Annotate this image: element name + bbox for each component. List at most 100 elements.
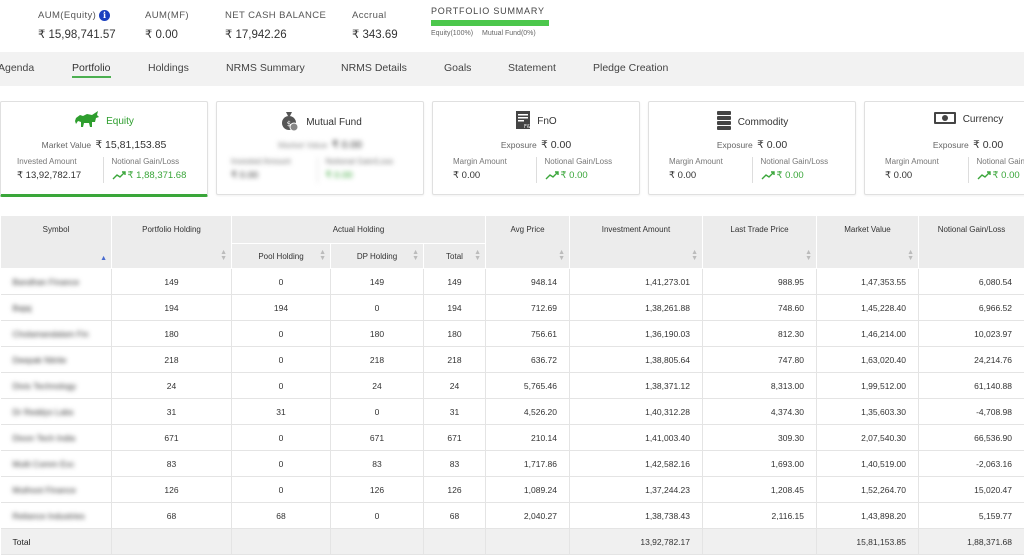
table-row[interactable]: Cholamandalam Fin 180 0 180 180 756.61 1,36,19… [0,320,1024,347]
commodity-card[interactable]: Commodity Exposure ₹ 0.00 Margin Amount … [648,101,856,195]
col-symbol[interactable]: Symbol ▲ [0,215,112,269]
sort-icon[interactable]: ▲ ▼ [805,249,812,262]
sort-icon[interactable]: ▲ ▼ [319,249,326,262]
fno-card[interactable]: F&O FnO Exposure ₹ 0.00 Margin Amount ₹ … [432,101,640,195]
cell-pool: 68 [231,502,331,529]
col-group-actual-holding: Actual Holding [231,215,486,244]
tab-agenda[interactable]: Agenda [0,62,35,74]
sort-icon[interactable]: ▲ ▼ [220,249,227,262]
table-row[interactable]: Bajaj 194 194 0 194 712.69 1,38,261.88 748.60 1,… [0,294,1024,321]
cell-mv: 1,35,603.30 [816,398,919,425]
cell-inv: 1,38,261.88 [569,294,703,321]
tab-portfolio[interactable]: Portfolio [72,62,111,78]
cell-ph: 218 [111,346,232,373]
cell-pool: 194 [231,294,331,321]
commodity-card-title: Commodity [737,117,789,128]
col-avg-price[interactable]: Avg Price ▲ ▼ [485,215,570,269]
sort-icon[interactable]: ▲ ▼ [691,249,698,262]
cell-total: 83 [423,450,486,477]
fno-exposure-value: ₹ 0.00 [541,139,572,151]
commodity-gain-label: Notional Gain/Loss [760,157,829,166]
col-portfolio-holding[interactable]: Portfolio Holding ▲ ▼ [111,215,232,269]
equity-card[interactable]: Equity Market Value ₹ 15,81,153.85 Inves… [0,101,208,197]
col-total[interactable]: Total ▲ ▼ [423,243,486,269]
cell-pool: 31 [231,398,331,425]
col-pool-holding[interactable]: Pool Holding ▲ ▼ [231,243,331,269]
banknote-icon [933,110,957,129]
fno-gain-value: ₹ 0.00 [560,170,588,181]
document-icon: F&O [515,110,535,133]
cell-inv: 1,41,003.40 [569,424,703,451]
cell-dp: 180 [330,320,424,347]
cell-ltp: 747.80 [702,346,817,373]
trend-up-icon [977,171,991,180]
cell-mv: 1,43,898.20 [816,502,919,529]
cell-avg: 636.72 [485,346,570,373]
cell-mv: 1,52,264.70 [816,476,919,503]
tab-holdings[interactable]: Holdings [148,62,189,74]
mf-market-value-label: Market Value [278,140,328,150]
col-notional-gain-loss[interactable]: Notional Gain/Loss [918,215,1024,269]
legend-equity: Equity(100%) [431,30,474,37]
tab-nrms-summary[interactable]: NRMS Summary [226,62,305,74]
currency-card[interactable]: Currency Exposure ₹ 0.00 Margin Amount ₹… [864,101,1024,195]
mutual-fund-card[interactable]: $ Mutual Fund Market Value ₹ 0.00 Invest… [216,101,424,195]
total-inv: 13,92,782.17 [569,528,703,555]
cell-dp: 0 [330,294,424,321]
cell-dp: 671 [330,424,424,451]
portfolio-holdings-table: Symbol ▲ Portfolio Holding ▲ ▼ Actual Holdi… [0,215,1024,555]
svg-text:$: $ [287,120,291,128]
col-investment-amount[interactable]: Investment Amount ▲ ▼ [569,215,703,269]
table-row[interactable]: Divis Technology 24 0 24 24 5,765.46 1,38,371.… [0,372,1024,399]
commodity-exposure-label: Exposure [716,140,753,150]
mf-gain-label: Notional Gain/Loss [325,157,394,166]
tab-statement[interactable]: Statement [508,62,556,74]
currency-margin-label: Margin Amount [885,157,939,166]
legend-mutual-fund: Mutual Fund(0%) [482,30,536,37]
commodity-margin-label: Margin Amount [669,157,723,166]
cell-ltp: 988.95 [702,268,817,295]
table-row[interactable]: Reliance Industries 68 68 0 68 2,040.27 1,38,7… [0,502,1024,529]
total-label: Total [0,528,112,555]
table-row[interactable]: Dixon Tech India 671 0 671 671 210.14 1,41,003… [0,424,1024,451]
col-dp-holding[interactable]: DP Holding ▲ ▼ [330,243,424,269]
col-last-trade-price[interactable]: Last Trade Price ▲ ▼ [702,215,817,269]
currency-gain-value: ₹ 0.00 [992,170,1020,181]
cell-avg: 1,089.24 [485,476,570,503]
cell-avg: 1,717.86 [485,450,570,477]
info-icon[interactable]: i [99,9,111,21]
cell-dp: 149 [330,268,424,295]
cell-ltp: 8,313.00 [702,372,817,399]
fno-margin-value: ₹ 0.00 [453,170,481,181]
table-row[interactable]: Multi Comm Exc 83 0 83 83 1,717.86 1,42,582.16… [0,450,1024,477]
tab-goals[interactable]: Goals [444,62,472,74]
cell-gain: 10,023.97 [918,320,1024,347]
sort-icon[interactable]: ▲ ▼ [412,249,419,262]
tab-pledge-creation[interactable]: Pledge Creation [593,62,669,74]
sort-icon[interactable]: ▲ ▼ [558,249,565,262]
cell-ph: 671 [111,424,232,451]
trend-up-icon [761,171,775,180]
equity-gain-label: Notional Gain/Loss [111,157,180,166]
cell-symbol: Muthoot Finance [0,476,112,503]
sort-icon[interactable]: ▲ ▼ [474,249,481,262]
table-row[interactable]: Muthoot Finance 126 0 126 126 1,089.24 1,37,24… [0,476,1024,503]
table-row[interactable]: Bandhan Finance 149 0 149 149 948.14 1,41,273.… [0,268,1024,295]
cell-pool: 0 [231,476,331,503]
cell-avg: 4,526.20 [485,398,570,425]
cell-pool: 0 [231,346,331,373]
currency-exposure-value: ₹ 0.00 [973,139,1004,151]
cell-ltp: 1,208.45 [702,476,817,503]
sort-icon[interactable]: ▲ ▼ [907,249,914,262]
commodity-exposure-value: ₹ 0.00 [757,139,788,151]
aum-equity-value: ₹ 15,98,741.57 [38,29,116,41]
table-row[interactable]: Dr Reddys Labs 31 31 0 31 4,526.20 1,40,312.28… [0,398,1024,425]
sort-asc-icon[interactable]: ▲ [100,255,107,262]
svg-text:F&O: F&O [524,124,531,130]
col-market-value[interactable]: Market Value ▲ ▼ [816,215,919,269]
cell-gain: -2,063.16 [918,450,1024,477]
tab-nrms-details[interactable]: NRMS Details [341,62,407,74]
currency-gain-label: Notional Gain/Loss [976,157,1024,166]
table-row[interactable]: Deepak Nitrite 218 0 218 218 636.72 1,38,805.6… [0,346,1024,373]
net-cash-label: NET CASH BALANCE [225,9,327,21]
